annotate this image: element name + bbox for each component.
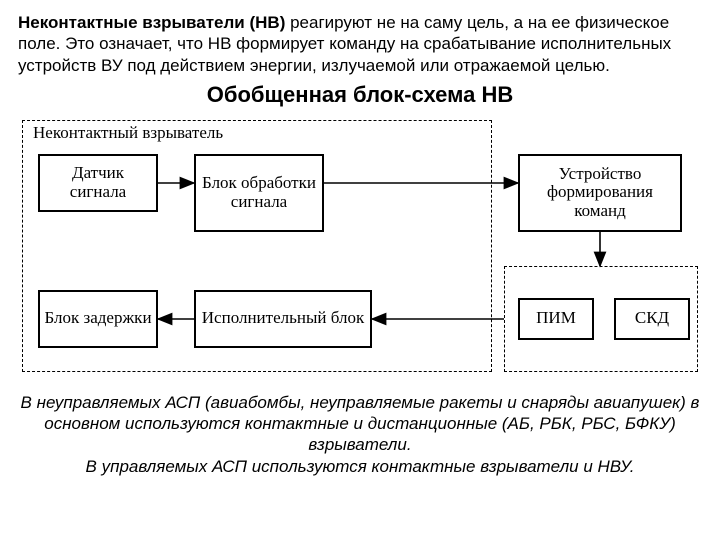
footer-text: В неуправляемых АСП (авиабомбы, неуправл… [18, 392, 702, 477]
box-sensor: Датчик сигнала [38, 154, 158, 212]
box-processing: Блок обработки сигнала [194, 154, 324, 232]
box-command: Устройство формирования команд [518, 154, 682, 232]
footer-p2: В управляемых АСП используются контактны… [18, 456, 702, 477]
box-pim: ПИМ [518, 298, 594, 340]
intro-paragraph: Неконтактные взрыватели (НВ) реагируют н… [18, 12, 702, 76]
footer-p1: В неуправляемых АСП (авиабомбы, неуправл… [18, 392, 702, 456]
block-diagram: Неконтактный взрыватель Датчик сигнала Б… [18, 118, 702, 378]
intro-bold: Неконтактные взрыватели (НВ) [18, 13, 285, 32]
box-skd: СКД [614, 298, 690, 340]
box-delay: Блок задержки [38, 290, 158, 348]
box-exec: Исполнительный блок [194, 290, 372, 348]
section-title: Обобщенная блок-схема НВ [18, 82, 702, 108]
